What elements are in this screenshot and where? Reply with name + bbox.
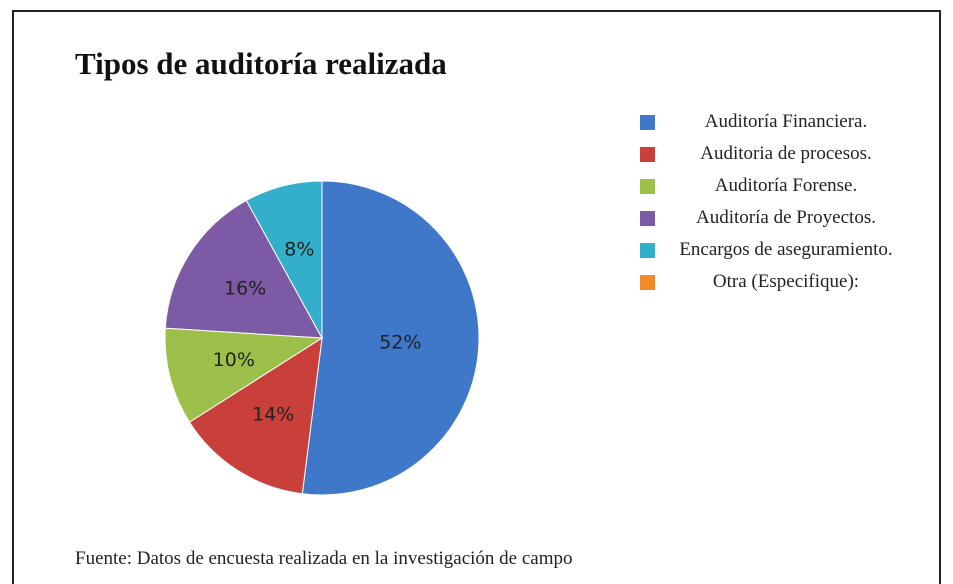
- legend-label: Otra (Especifique):: [712, 271, 860, 292]
- pie-slice: [188, 337, 323, 495]
- legend-item: Auditoría de Proyectos.: [640, 204, 930, 232]
- data-label: 10%: [213, 349, 255, 371]
- legend-label: Auditoria de procesos.: [700, 143, 872, 164]
- legend-label: Auditoría de Proyectos.: [696, 207, 876, 228]
- pie-slice: [245, 180, 323, 339]
- legend-swatch: [640, 242, 655, 258]
- legend-swatch: [640, 210, 655, 226]
- data-label: 8%: [284, 238, 314, 260]
- legend: Auditoría Financiera. Auditoria de proces…: [640, 108, 930, 300]
- pie-slice: [164, 199, 323, 339]
- legend-swatch: [640, 178, 655, 194]
- frame: [12, 10, 941, 584]
- legend-item: Encargos de aseguramiento.: [640, 236, 930, 264]
- legend-item: Auditoria de procesos.: [640, 140, 930, 168]
- source-note: Fuente: Datos de encuesta realizada en l…: [75, 548, 573, 569]
- legend-item: Auditoría Forense.: [640, 172, 930, 200]
- legend-label: Auditoría Forense.: [714, 175, 858, 196]
- legend-label: Encargos de aseguramiento.: [679, 239, 893, 260]
- legend-item: Auditoría Financiera.: [640, 108, 930, 136]
- legend-item: Otra (Especifique):: [640, 268, 930, 296]
- legend-label: Auditoría Financiera.: [704, 111, 868, 132]
- legend-swatch: [640, 146, 655, 162]
- chart-title: Tipos de auditoría realizada: [75, 46, 447, 81]
- data-label: 52%: [379, 331, 421, 353]
- data-label: 16%: [224, 278, 266, 300]
- pie-slice: [301, 180, 480, 496]
- data-label: 14%: [252, 403, 294, 425]
- legend-swatch: [640, 274, 655, 290]
- legend-swatch: [640, 114, 655, 130]
- pie-slice: [164, 327, 324, 423]
